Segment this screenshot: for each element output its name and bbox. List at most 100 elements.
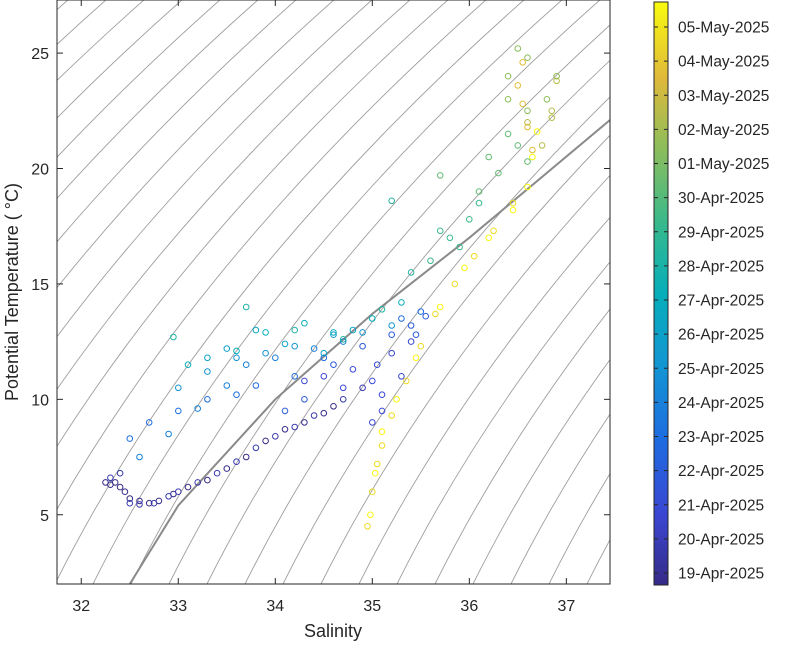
density-contour — [168, 24, 610, 584]
data-point — [330, 331, 337, 339]
colorbar-labels: 19-Apr-2025 20-Apr-2025 21-Apr-2025 22-Apr-… — [654, 20, 769, 583]
density-contour — [57, 0, 145, 82]
data-point — [514, 142, 522, 149]
data-point — [262, 349, 269, 357]
data-point — [367, 511, 374, 519]
colorbar-label: 29-Apr-2025 — [678, 224, 764, 241]
data-point — [519, 59, 527, 66]
data-point — [524, 158, 531, 165]
data-point — [175, 488, 182, 496]
data-point — [373, 361, 381, 369]
data-point — [504, 96, 512, 103]
data-point — [533, 128, 541, 135]
data-point — [145, 419, 153, 426]
data-point — [553, 77, 560, 85]
data-point — [529, 153, 536, 161]
data-point — [369, 315, 376, 322]
data-point — [524, 119, 531, 126]
x-tick-label: 32 — [72, 598, 90, 615]
data-point — [233, 354, 240, 362]
data-point — [524, 107, 531, 115]
density-contour — [510, 413, 610, 584]
data-point — [349, 366, 357, 373]
data-point — [543, 96, 551, 103]
data-point — [388, 322, 396, 329]
data-point — [320, 349, 328, 357]
data-point — [262, 437, 269, 445]
data-point — [281, 426, 289, 433]
data-point — [291, 342, 299, 350]
data-point — [371, 469, 379, 477]
data-point — [310, 412, 318, 419]
data-point — [378, 306, 386, 313]
colorbar-label: 02-May-2025 — [678, 122, 769, 139]
data-point — [359, 342, 366, 350]
data-point — [436, 227, 444, 235]
data-point — [194, 479, 201, 486]
density-contour — [244, 96, 610, 584]
data-point — [204, 368, 211, 375]
data-point — [126, 495, 134, 502]
data-point — [126, 499, 134, 507]
colorbar-label: 22-Apr-2025 — [678, 463, 764, 480]
density-contour — [130, 0, 601, 584]
data-point — [194, 405, 201, 412]
data-point — [466, 216, 473, 223]
density-contour — [358, 216, 610, 584]
data-point — [291, 423, 299, 431]
density-contour — [396, 261, 610, 584]
data-point — [509, 199, 517, 207]
data-point — [514, 45, 522, 52]
density-contour — [92, 0, 563, 584]
density-contour-lines — [57, 0, 610, 584]
data-point — [427, 257, 434, 265]
data-point — [490, 227, 497, 235]
data-point — [485, 153, 493, 161]
data-point — [359, 384, 366, 392]
data-point — [514, 82, 522, 89]
y-axis-label: Potential Temperature ( °C) — [2, 183, 22, 401]
density-contour — [57, 0, 411, 391]
data-point — [339, 396, 347, 403]
colorbar-label: 19-Apr-2025 — [678, 566, 764, 583]
data-point — [233, 347, 240, 355]
data-point — [330, 361, 337, 369]
data-point — [116, 469, 124, 477]
data-point — [111, 479, 119, 486]
colorbar-label: 01-May-2025 — [678, 156, 769, 173]
data-point — [252, 382, 260, 389]
data-point — [504, 130, 512, 138]
x-tick-label: 37 — [557, 598, 575, 615]
density-contour — [57, 0, 259, 200]
data-point — [548, 107, 556, 115]
data-point — [136, 497, 143, 505]
data-point — [320, 354, 328, 362]
data-point — [451, 280, 459, 288]
data-point — [524, 123, 531, 131]
plot-background — [57, 0, 610, 584]
data-point — [291, 326, 299, 334]
data-point — [359, 329, 366, 336]
colorbar-label: 05-May-2025 — [678, 20, 769, 37]
data-point — [548, 114, 556, 121]
data-point — [223, 345, 231, 352]
data-point — [116, 483, 124, 491]
data-point — [470, 252, 478, 260]
x-axis-ticks: 32 33 34 35 36 37 — [72, 0, 575, 615]
data-point — [320, 409, 328, 417]
density-contour — [57, 0, 335, 289]
data-point — [281, 407, 289, 415]
data-point — [456, 243, 463, 251]
data-point — [136, 453, 143, 461]
data-point — [436, 172, 444, 179]
data-point — [150, 499, 158, 507]
y-axis-ticks: 5 10 15 20 25 — [31, 46, 610, 525]
data-point — [281, 340, 289, 348]
data-point — [412, 354, 420, 362]
density-contour — [57, 0, 487, 511]
data-point — [529, 146, 536, 154]
data-point — [349, 326, 357, 334]
data-point — [272, 354, 279, 362]
data-point — [388, 197, 396, 205]
